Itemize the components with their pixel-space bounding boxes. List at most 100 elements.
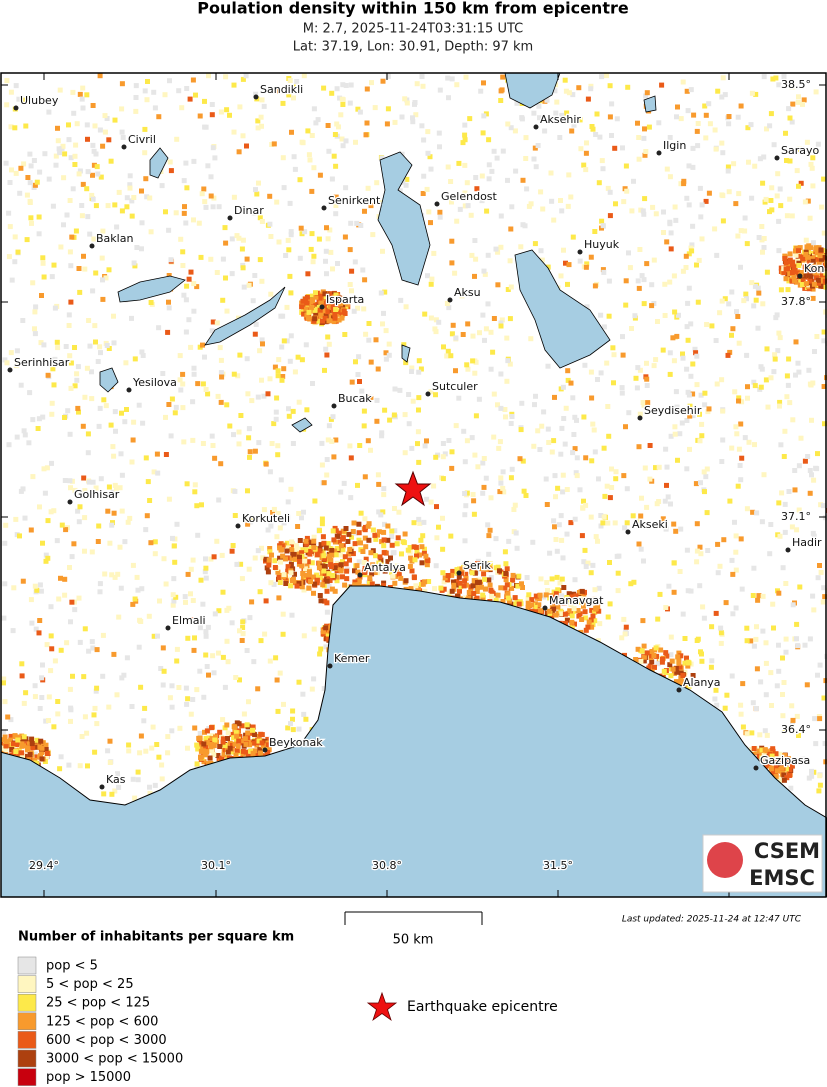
population-cell <box>325 300 331 306</box>
population-cell <box>342 332 348 337</box>
population-cell <box>814 257 820 263</box>
population-cell <box>696 257 702 263</box>
population-cell <box>90 645 96 651</box>
population-cell <box>40 540 45 546</box>
population-cell <box>564 531 570 537</box>
population-cell <box>257 257 263 263</box>
population-cell <box>116 189 122 195</box>
population-cell <box>118 585 124 591</box>
population-cell <box>92 705 98 711</box>
population-cell <box>663 446 669 452</box>
population-cell <box>331 153 337 159</box>
population-cell <box>235 373 241 379</box>
population-cell <box>372 570 378 575</box>
population-cell <box>325 541 331 546</box>
population-cell <box>559 112 565 118</box>
population-cell <box>480 312 486 318</box>
population-cell <box>332 315 338 321</box>
population-cell <box>751 303 757 309</box>
population-cell <box>518 244 524 250</box>
population-cell <box>583 264 589 270</box>
population-cell <box>185 696 191 702</box>
population-cell <box>184 481 190 487</box>
population-cell <box>380 321 385 327</box>
population-cell <box>209 112 215 118</box>
population-cell <box>498 98 504 103</box>
population-cell <box>70 89 76 95</box>
population-cell <box>637 367 643 373</box>
population-cell <box>807 381 813 387</box>
population-cell <box>236 738 242 744</box>
population-cell <box>465 366 471 372</box>
population-cell <box>116 614 122 620</box>
population-cell <box>398 297 404 303</box>
population-cell <box>190 617 196 623</box>
population-cell <box>87 231 93 237</box>
population-cell <box>216 204 222 210</box>
population-cell <box>605 614 611 620</box>
population-cell <box>292 547 298 553</box>
population-cell <box>311 534 317 540</box>
population-cell <box>80 423 86 429</box>
population-cell <box>232 741 238 747</box>
population-cell <box>182 594 188 600</box>
population-cell <box>297 559 303 564</box>
population-cell <box>733 533 739 539</box>
population-cell <box>333 552 339 558</box>
population-cell <box>454 218 460 224</box>
population-cell <box>148 300 154 305</box>
population-cell <box>810 530 816 536</box>
population-cell <box>802 285 808 291</box>
population-cell <box>271 421 277 427</box>
population-cell <box>644 360 649 366</box>
population-cell <box>566 591 572 597</box>
population-cell <box>81 253 86 259</box>
population-cell <box>781 74 787 79</box>
population-cell <box>424 438 429 444</box>
population-cell <box>578 146 584 152</box>
population-cell <box>685 389 691 395</box>
population-cell <box>624 486 630 492</box>
population-cell <box>285 499 291 505</box>
population-cell <box>145 479 151 485</box>
population-cell <box>408 586 414 592</box>
population-cell <box>592 449 598 455</box>
population-cell <box>32 757 38 763</box>
population-cell <box>783 766 789 772</box>
population-cell <box>105 748 111 754</box>
population-cell <box>685 660 691 666</box>
population-cell <box>68 718 73 724</box>
population-cell <box>577 611 583 617</box>
population-cell <box>220 739 226 745</box>
population-cell <box>782 501 788 507</box>
population-cell <box>151 89 157 95</box>
population-cell <box>697 438 703 444</box>
population-cell <box>805 454 811 459</box>
population-cell <box>97 405 103 411</box>
population-cell <box>445 348 451 354</box>
population-cell <box>295 550 301 556</box>
population-cell <box>23 690 29 696</box>
population-cell <box>44 751 50 756</box>
population-cell <box>650 204 656 210</box>
population-cell <box>37 618 43 623</box>
population-cell <box>549 449 555 455</box>
population-cell <box>75 364 81 370</box>
population-cell <box>518 427 524 433</box>
population-cell <box>643 93 649 99</box>
population-cell <box>620 334 625 340</box>
population-cell <box>607 189 613 195</box>
population-cell <box>107 738 113 744</box>
population-cell <box>318 598 324 604</box>
population-cell <box>714 702 720 708</box>
population-cell <box>462 512 468 518</box>
population-cell <box>15 737 21 743</box>
population-cell <box>268 234 274 239</box>
population-cell <box>674 669 680 675</box>
population-cell <box>94 647 100 653</box>
population-cell <box>410 115 415 121</box>
population-cell <box>148 540 154 546</box>
population-cell <box>255 548 261 554</box>
population-cell <box>236 429 242 435</box>
population-cell <box>3 522 9 528</box>
